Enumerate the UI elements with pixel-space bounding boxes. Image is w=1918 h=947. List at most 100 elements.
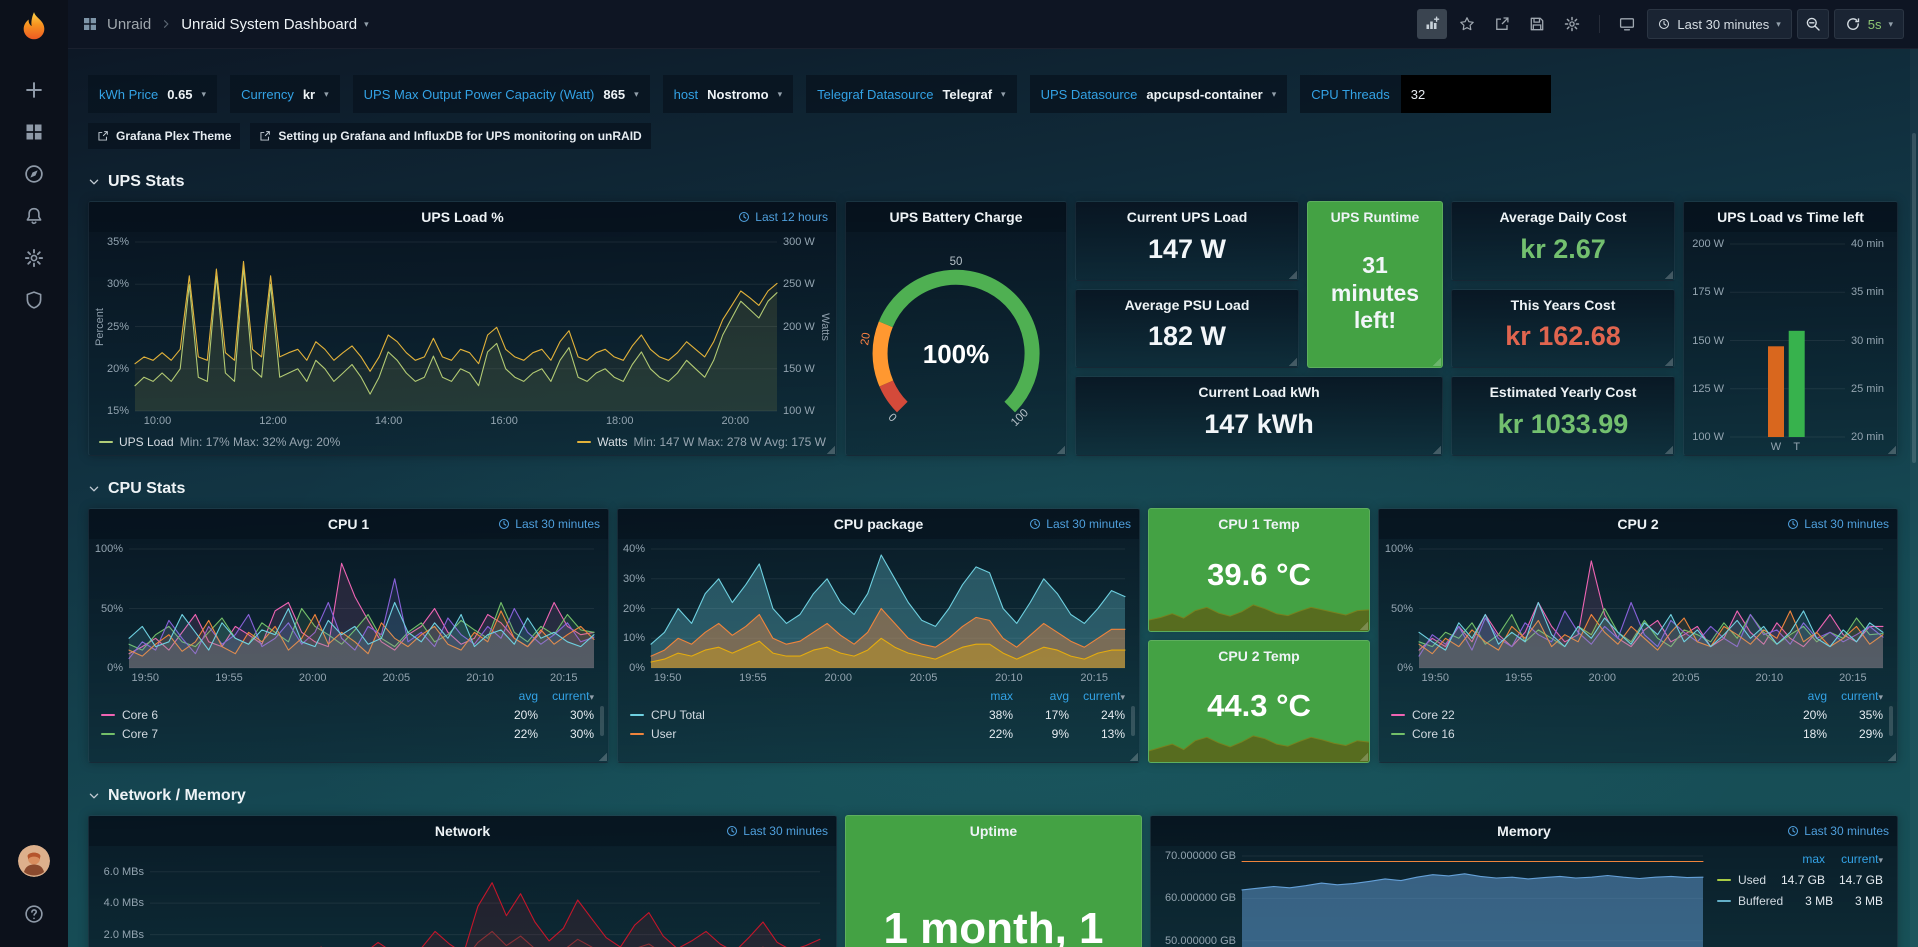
section-header-network-memory[interactable]: Network / Memory — [88, 787, 1898, 805]
series-color-dash — [101, 714, 115, 716]
legend-item-watts[interactable]: Watts Min: 147 W Max: 278 W Avg: 175 W — [577, 435, 826, 449]
star-button[interactable] — [1452, 9, 1482, 39]
panel-title[interactable]: Current UPS Load — [1126, 209, 1248, 225]
legend-row-core16[interactable]: Core 16 18% 29% — [1391, 727, 1883, 741]
panel-title[interactable]: CPU 1 — [327, 516, 370, 532]
panel-title[interactable]: UPS Runtime — [1330, 209, 1420, 225]
zoom-out-button[interactable] — [1796, 9, 1829, 39]
legend-row-user[interactable]: User 22% 9% 13% — [630, 727, 1125, 741]
add-panel-button[interactable] — [1417, 9, 1448, 39]
sidebar-item-dashboards[interactable] — [11, 111, 57, 153]
gear-icon — [1564, 16, 1580, 32]
scrollbar-thumb[interactable] — [1912, 133, 1916, 463]
legend-row-core6[interactable]: Core 6 20% 30% — [101, 708, 594, 722]
legend-scrollbar[interactable] — [600, 706, 604, 736]
chevron-down-icon — [88, 176, 100, 188]
legend-row-core22[interactable]: Core 22 20% 35% — [1391, 708, 1883, 722]
panel-title[interactable]: CPU 2 Temp — [1218, 647, 1300, 664]
variable-kwh-price[interactable]: kWh Price 0.65 ▾ — [88, 75, 218, 113]
clock-icon — [1658, 18, 1670, 30]
question-icon — [24, 904, 44, 924]
series-color-dash — [99, 440, 113, 443]
variable-ups-datasource[interactable]: UPS Datasource apcupsd-container ▾ — [1029, 75, 1288, 113]
user-avatar[interactable] — [18, 845, 50, 877]
share-button[interactable] — [1487, 9, 1517, 39]
panel-title[interactable]: CPU 2 — [1617, 516, 1659, 532]
legend-col-current[interactable]: current▾ — [1841, 689, 1883, 703]
main: Unraid Unraid System Dashboard ▾ Last 30 … — [68, 0, 1918, 947]
section-header-ups-stats[interactable]: UPS Stats — [88, 173, 1898, 191]
network-chart[interactable]: 6.0 MBs 4.0 MBs 2.0 MBs — [95, 848, 830, 947]
cpu-threads-input[interactable] — [1400, 75, 1551, 113]
panel-title[interactable]: UPS Load vs Time left — [1717, 209, 1864, 225]
refresh-icon — [1845, 16, 1861, 32]
link-ups-monitoring-guide[interactable]: Setting up Grafana and InfluxDB for UPS … — [250, 123, 651, 149]
caret-down-icon: ▾ — [634, 88, 639, 99]
panel-title[interactable]: UPS Battery Charge — [889, 209, 1023, 225]
sidebar-item-help[interactable] — [11, 893, 57, 935]
section-header-cpu-stats[interactable]: CPU Stats — [88, 480, 1898, 498]
panel-title[interactable]: Estimated Yearly Cost — [1489, 384, 1637, 401]
panel-title[interactable]: Uptime — [969, 823, 1018, 839]
legend-col-current[interactable]: current▾ — [1083, 689, 1125, 703]
panel-title[interactable]: CPU package — [833, 516, 924, 532]
legend-item-ups-load[interactable]: UPS Load Min: 17% Max: 32% Avg: 20% — [99, 435, 340, 449]
legend-col-current[interactable]: current▾ — [552, 689, 594, 703]
page-scrollbar[interactable] — [1910, 49, 1918, 947]
dashboard-title[interactable]: Unraid System Dashboard ▾ — [181, 15, 369, 33]
legend-row-cpu-total[interactable]: CPU Total 38% 17% 24% — [630, 708, 1125, 722]
caret-down-icon: ▾ — [324, 88, 329, 99]
breadcrumb-folder[interactable]: Unraid — [107, 15, 152, 33]
link-grafana-plex-theme[interactable]: Grafana Plex Theme — [88, 123, 241, 149]
legend-col-avg[interactable]: avg — [1049, 689, 1069, 703]
cpu-package-chart[interactable]: 40% 30% 20% 10% 0% 19:50 19:55 20:00 20:05 20:10 2… — [622, 541, 1135, 686]
legend-row-used[interactable]: Used 14.7 GB 14.7 GB — [1717, 873, 1883, 887]
variable-currency[interactable]: Currency kr ▾ — [230, 75, 340, 113]
memory-chart[interactable]: 70.000000 GB 60.000000 GB 50.000000 GB — [1155, 848, 1713, 947]
save-button[interactable] — [1522, 9, 1552, 39]
panel-title[interactable]: UPS Load % — [421, 209, 504, 225]
panel-title[interactable]: Average PSU Load — [1124, 296, 1250, 313]
time-range-badge: Last 30 minutes — [1787, 816, 1889, 846]
cpu1-chart[interactable]: 100% 50% 0% 19:50 19:55 20:00 20:05 20:10 20:15 — [93, 541, 604, 686]
legend-row-buffered[interactable]: Buffered 3 MB 3 MB — [1717, 894, 1883, 908]
variable-ups-max-output[interactable]: UPS Max Output Power Capacity (Watt) 865… — [352, 75, 650, 113]
sidebar-item-configuration[interactable] — [11, 237, 57, 279]
legend-col-max[interactable]: max — [990, 689, 1013, 703]
ups-load-chart[interactable]: 35% 30% 25% 20% 15% Percent 300 W 250 W 200 W 150… — [94, 236, 831, 427]
dashboard-settings-button[interactable] — [1557, 9, 1587, 39]
panel-title[interactable]: This Years Cost — [1510, 296, 1616, 313]
legend-scrollbar[interactable] — [1131, 706, 1135, 736]
zoom-out-icon — [1805, 16, 1821, 32]
cpu1-temp-sparkline — [1149, 601, 1369, 631]
refresh-button[interactable]: 5s ▾ — [1833, 9, 1904, 39]
legend-col-current[interactable]: current▾ — [1841, 852, 1883, 866]
sort-caret-icon: ▾ — [1878, 692, 1883, 702]
clock-icon — [1029, 518, 1041, 530]
panel-title[interactable]: Current Load kWh — [1198, 384, 1320, 401]
legend-col-avg[interactable]: avg — [518, 689, 538, 703]
legend-scrollbar[interactable] — [1889, 706, 1893, 736]
legend-row-core7[interactable]: Core 7 22% 30% — [101, 727, 594, 741]
legend-col-max[interactable]: max — [1802, 852, 1825, 866]
panel-title[interactable]: CPU 1 Temp — [1218, 516, 1300, 532]
sidebar-item-explore[interactable] — [11, 153, 57, 195]
time-range-badge: Last 30 minutes — [1787, 509, 1889, 539]
time-picker-button[interactable]: Last 30 minutes ▾ — [1647, 9, 1792, 39]
chart-legend: max avg current▾ CPU Total 38% 17% 24% — [618, 686, 1139, 762]
stat-value: 1 month, 1 — [883, 904, 1104, 947]
cpu2-chart[interactable]: 100% 50% 0% 19:50 19:55 20:00 20:05 20:10 20:15 — [1383, 541, 1893, 686]
grafana-logo[interactable] — [15, 9, 53, 47]
sidebar-item-create[interactable] — [11, 69, 57, 111]
stat-value: 182 W — [1147, 321, 1227, 352]
cycle-view-button[interactable] — [1612, 9, 1642, 39]
panel-title[interactable]: Memory — [1497, 823, 1551, 839]
variable-telegraf-datasource[interactable]: Telegraf Datasource Telegraf ▾ — [806, 75, 1017, 113]
legend-col-avg[interactable]: avg — [1807, 689, 1827, 703]
sidebar-item-alerting[interactable] — [11, 195, 57, 237]
section-ups-stats: UPS Stats UPS Load % Last 12 hours 35% 30… — [88, 173, 1898, 456]
sidebar-item-admin[interactable] — [11, 279, 57, 321]
panel-title[interactable]: Average Daily Cost — [1499, 209, 1627, 225]
panel-title[interactable]: Network — [434, 823, 491, 839]
variable-host[interactable]: host Nostromo ▾ — [662, 75, 794, 113]
